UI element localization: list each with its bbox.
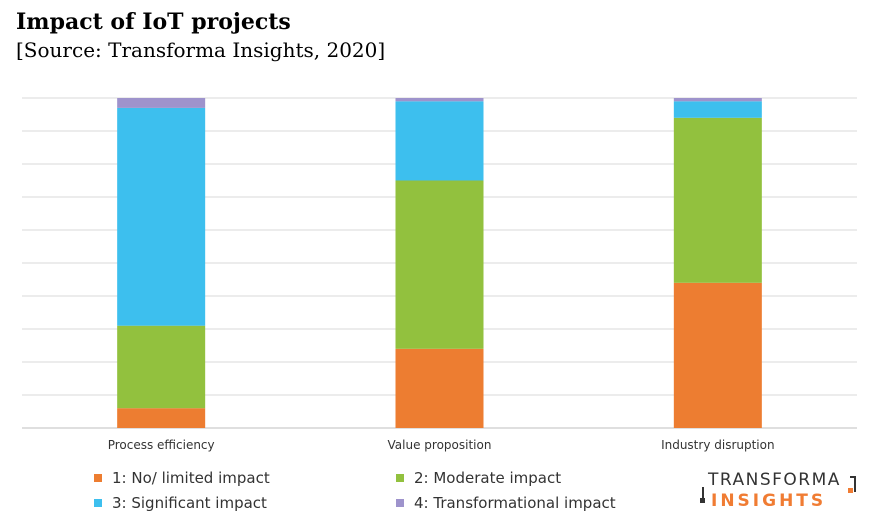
bar-segment (395, 98, 484, 102)
legend-label: 3: Significant impact (112, 494, 267, 512)
chart-subtitle: [Source: Transforma Insights, 2020] (16, 38, 386, 62)
bar-segment (673, 98, 762, 102)
bar-segment (395, 101, 484, 181)
bar-segment (117, 107, 206, 326)
bar-segment (673, 101, 762, 118)
legend-label: 1: No/ limited impact (112, 469, 270, 487)
legend-item: 2: Moderate impact (396, 469, 561, 487)
bar-segment (117, 98, 206, 108)
legend-item: 3: Significant impact (94, 494, 267, 512)
bar-segment (117, 325, 206, 409)
logo-dot-right (848, 488, 853, 493)
legend-swatch (94, 499, 102, 507)
chart-area: Process efficiency Value proposition Indus… (22, 97, 857, 452)
logo-dot (700, 498, 705, 503)
logo-bracket-right (850, 476, 856, 492)
logo-top-text: TRANSFORMA (708, 470, 841, 490)
legend-label: 4: Transformational impact (414, 494, 616, 512)
bar-segment (673, 282, 762, 428)
x-tick-label: Industry disruption (661, 438, 775, 452)
legend-label: 2: Moderate impact (414, 469, 562, 487)
x-tick-label: Process efficiency (108, 438, 215, 452)
legend-swatch (94, 474, 102, 482)
bar-segment (673, 117, 762, 283)
transforma-insights-logo: TRANSFORMA INSIGHTS (700, 470, 860, 520)
legend-swatch (396, 499, 404, 507)
logo-bracket-left (702, 487, 708, 499)
legend-item: 1: No/ limited impact (94, 469, 270, 487)
legend-swatch (396, 474, 404, 482)
bar-segment (395, 180, 484, 349)
legend-item: 4: Transformational impact (396, 494, 616, 512)
bar-segment (117, 408, 206, 428)
logo-bottom-text: INSIGHTS (711, 491, 827, 511)
bar-segment (395, 348, 484, 428)
chart-title: Impact of IoT projects (16, 9, 291, 35)
x-tick-label: Value proposition (388, 438, 492, 452)
